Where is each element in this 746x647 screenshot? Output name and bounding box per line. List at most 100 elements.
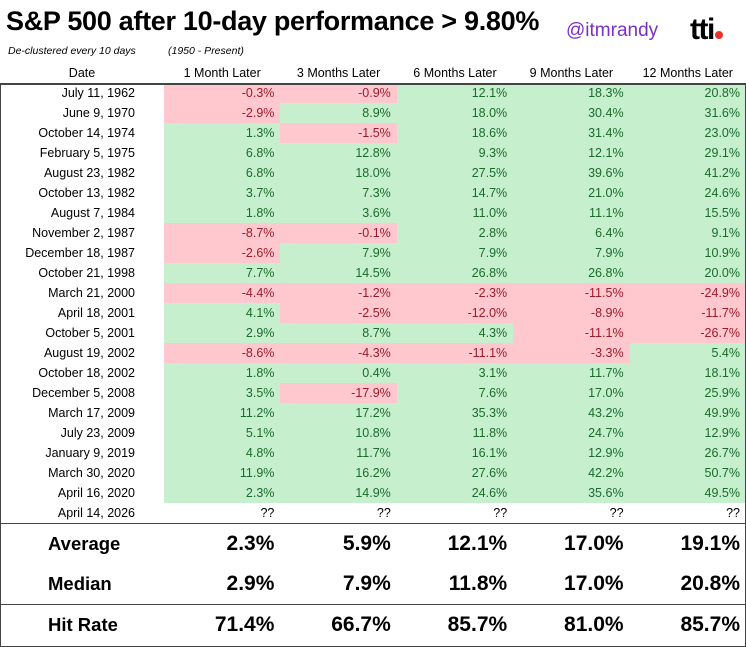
column-header: 9 Months Later xyxy=(513,64,630,84)
value-cell: 11.1% xyxy=(513,203,630,223)
value-cell: 11.2% xyxy=(164,403,281,423)
column-header: 6 Months Later xyxy=(396,64,514,84)
value-cell: 50.7% xyxy=(629,463,746,483)
tti-logo: tti xyxy=(690,13,723,47)
date-range: (1950 - Present) xyxy=(168,45,244,57)
table-row: November 2, 1987 -8.7% -0.1% 2.8% 6.4% 9.1% xyxy=(0,223,746,243)
summary-label: Median xyxy=(48,572,112,594)
table-row: February 5, 1975 6.8% 12.8% 9.3% 12.1% 29.1% xyxy=(0,143,746,163)
value-cell: 7.9% xyxy=(396,243,514,263)
value-cell: 24.6% xyxy=(629,183,746,203)
date-cell: April 16, 2020 xyxy=(0,483,164,503)
value-cell: 3.1% xyxy=(396,363,514,383)
value-cell: 6.4% xyxy=(513,223,630,243)
value-cell: -24.9% xyxy=(629,283,746,303)
date-cell: October 18, 2002 xyxy=(0,363,164,383)
date-cell: June 9, 1970 xyxy=(0,103,164,123)
value-cell: 9.3% xyxy=(396,143,514,163)
column-header: 3 Months Later xyxy=(280,64,397,84)
value-cell: ?? xyxy=(513,503,630,523)
summary-row: Median 2.9% 7.9% 11.8% 17.0% 20.8% xyxy=(0,564,746,604)
value-cell: 1.3% xyxy=(164,123,281,143)
value-cell: -12.0% xyxy=(396,303,514,323)
value-cell: 2.9% xyxy=(164,323,281,343)
value-cell: 49.5% xyxy=(629,483,746,503)
value-cell: 15.5% xyxy=(629,203,746,223)
summary-value: 20.8% xyxy=(680,571,740,595)
summary-value: 12.1% xyxy=(447,531,508,555)
value-cell: 11.7% xyxy=(280,443,397,463)
column-header: 12 Months Later xyxy=(629,64,746,84)
value-cell: 14.9% xyxy=(280,483,397,503)
table-row: July 23, 2009 5.1% 10.8% 11.8% 24.7% 12.9% xyxy=(0,423,746,443)
table-row: April 16, 2020 2.3% 14.9% 24.6% 35.6% 49.5% xyxy=(0,483,746,503)
value-cell: 3.5% xyxy=(164,383,281,403)
value-cell: 12.8% xyxy=(280,143,397,163)
value-cell: -3.3% xyxy=(513,343,630,363)
value-cell: 12.1% xyxy=(396,83,514,103)
value-cell: 11.0% xyxy=(396,203,514,223)
value-cell: 31.4% xyxy=(513,123,630,143)
value-cell: 43.2% xyxy=(513,403,630,423)
table-body: July 11, 1962 -0.3% -0.9% 12.1% 18.3% 20.8% Ju… xyxy=(0,83,746,523)
value-cell: 7.9% xyxy=(280,243,397,263)
date-cell: October 5, 2001 xyxy=(0,323,164,343)
summary-value: 81.0% xyxy=(513,603,630,646)
logo-dot-icon xyxy=(714,31,723,39)
value-cell: 29.1% xyxy=(629,143,746,163)
subtitle: De-clustered every 10 days xyxy=(8,45,136,57)
date-cell: December 18, 1987 xyxy=(0,243,164,263)
value-cell: 3.7% xyxy=(164,183,281,203)
value-cell: 27.5% xyxy=(396,163,514,183)
value-cell: -0.9% xyxy=(280,83,397,103)
value-cell: -8.9% xyxy=(513,303,630,323)
value-cell: 10.9% xyxy=(629,243,746,263)
table-row: August 19, 2002 -8.6% -4.3% -11.1% -3.3% 5.4% xyxy=(0,343,746,363)
value-cell: -1.2% xyxy=(280,283,397,303)
value-cell: -4.4% xyxy=(164,283,281,303)
value-cell: ?? xyxy=(280,503,397,523)
value-cell: 42.2% xyxy=(513,463,630,483)
value-cell: 6.8% xyxy=(164,143,281,163)
value-cell: 20.0% xyxy=(629,263,746,283)
value-cell: -0.3% xyxy=(164,83,281,103)
performance-table: Date 1 Month Later 3 Months Later 6 Mont… xyxy=(0,64,746,523)
summary-body: Average 2.3% 5.9% 12.1% 17.0% 19.1% Median 2.9%… xyxy=(0,523,746,646)
value-cell: -11.5% xyxy=(513,283,630,303)
value-cell: 17.2% xyxy=(280,403,397,423)
date-cell: November 2, 1987 xyxy=(0,223,164,243)
date-cell: December 5, 2008 xyxy=(0,383,164,403)
table-row: October 18, 2002 1.8% 0.4% 3.1% 11.7% 18.1% xyxy=(0,363,746,383)
value-cell: ?? xyxy=(396,503,514,523)
summary-value: 5.9% xyxy=(342,531,391,555)
value-cell: 41.2% xyxy=(629,163,746,183)
value-cell: 24.6% xyxy=(396,483,514,503)
value-cell: 8.7% xyxy=(280,323,397,343)
value-cell: -4.3% xyxy=(280,343,397,363)
summary-value: 17.0% xyxy=(564,531,624,555)
value-cell: 49.9% xyxy=(629,403,746,423)
value-cell: 20.8% xyxy=(629,83,746,103)
value-cell: 31.6% xyxy=(629,103,746,123)
value-cell: -8.6% xyxy=(164,343,281,363)
summary-label: Hit Rate xyxy=(0,603,164,646)
table-row: October 21, 1998 7.7% 14.5% 26.8% 26.8% 20.0% xyxy=(0,263,746,283)
value-cell: -11.1% xyxy=(396,343,514,363)
value-cell: 18.6% xyxy=(396,123,514,143)
value-cell: 12.1% xyxy=(513,143,630,163)
value-cell: 27.6% xyxy=(396,463,514,483)
date-cell: March 21, 2000 xyxy=(0,283,164,303)
value-cell: 14.5% xyxy=(280,263,397,283)
date-cell: March 30, 2020 xyxy=(0,463,164,483)
value-cell: -2.3% xyxy=(396,283,514,303)
column-header: 1 Month Later xyxy=(164,64,281,84)
page-title: S&P 500 after 10-day performance > 9.80% xyxy=(6,6,540,36)
table-row: March 17, 2009 11.2% 17.2% 35.3% 43.2% 49.9% xyxy=(0,403,746,423)
table-row: December 5, 2008 3.5% -17.9% 7.6% 17.0% 25.9% xyxy=(0,383,746,403)
value-cell: 7.6% xyxy=(396,383,514,403)
table-row: March 30, 2020 11.9% 16.2% 27.6% 42.2% 50.7% xyxy=(0,463,746,483)
value-cell: 17.0% xyxy=(513,383,630,403)
date-cell: July 11, 1962 xyxy=(0,83,164,103)
value-cell: -8.7% xyxy=(164,223,281,243)
value-cell: 11.7% xyxy=(513,363,630,383)
